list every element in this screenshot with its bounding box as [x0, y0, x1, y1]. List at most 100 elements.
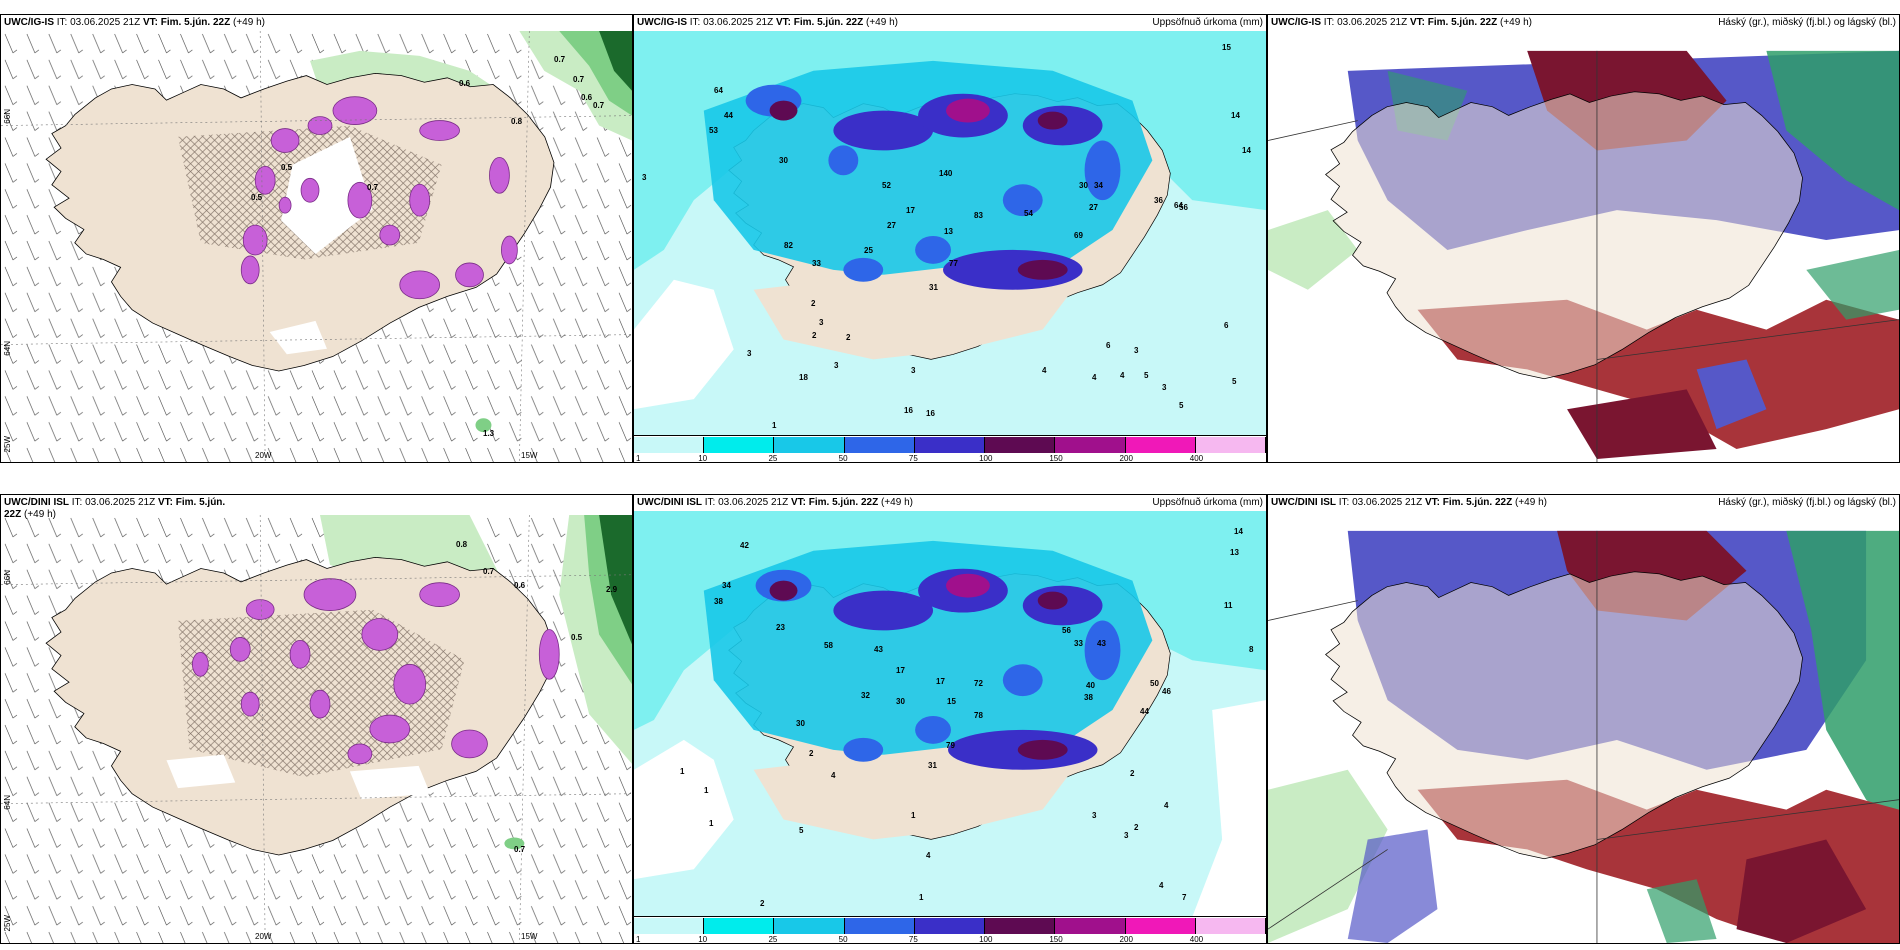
value-label: 34 — [722, 581, 731, 590]
model-name: UWC/DINI ISL — [4, 497, 69, 508]
colorbar-swatch — [914, 437, 986, 453]
value-label: 16 — [904, 406, 913, 415]
value-label: 13 — [1230, 548, 1239, 557]
colorbar-swatch — [985, 918, 1056, 934]
lon-label-15w: 15W — [521, 932, 538, 941]
value-label: 31 — [928, 761, 937, 770]
lat-label-66n: 66N — [3, 570, 12, 585]
colorbar-swatch — [914, 918, 986, 934]
init-time: IT: 03.06.2025 21Z — [71, 497, 156, 508]
init-time: IT: 03.06.2025 21Z — [1323, 17, 1408, 28]
colorbar-tick-label: 1 — [636, 454, 641, 463]
value-label: 6 — [1106, 341, 1111, 350]
panel-bottom-middle: UWC/DINI ISL IT: 03.06.2025 21Z VT: Fim.… — [633, 494, 1267, 944]
field-title: Uppsöfnuð úrkoma (mm) — [1152, 497, 1263, 508]
valid-time: VT: Fim. 5.jún. 22Z — [775, 17, 864, 28]
value-label: 0.6 — [581, 93, 593, 102]
value-label: 46 — [1162, 687, 1171, 696]
value-label: 36 — [1154, 196, 1163, 205]
value-label: 4 — [1042, 366, 1047, 375]
lat-label-66n: 66N — [3, 109, 12, 124]
field-title: Háský (gr.), miðský (fj.bl.) og lágský (… — [1718, 497, 1896, 508]
lon-label-25w: 25W — [3, 436, 12, 453]
value-label: 2 — [760, 899, 765, 908]
value-label: 31 — [929, 283, 938, 292]
value-label: 3 — [1162, 383, 1167, 392]
init-time: IT: 03.06.2025 21Z — [56, 17, 141, 28]
lead-time: (+49 h) — [1515, 497, 1547, 508]
value-label: 140 — [939, 169, 953, 178]
init-time: IT: 03.06.2025 21Z — [704, 497, 789, 508]
colorbar-tick-label: 75 — [908, 454, 918, 463]
panel-header: UWC/DINI ISL IT: 03.06.2025 21Z VT: Fim.… — [1271, 497, 1896, 509]
value-label: 30 — [1079, 181, 1088, 190]
value-label: 15 — [947, 697, 956, 706]
value-label: 0.7 — [554, 55, 566, 64]
value-label: 0.5 — [281, 163, 293, 172]
valid-time: VT: Fim. 5.jún. 22Z — [790, 497, 879, 508]
panel-header: UWC/IG-IS IT: 03.06.2025 21Z VT: Fim. 5.… — [4, 17, 629, 29]
map-cloud-cover — [1268, 511, 1899, 943]
value-label: 0.5 — [571, 633, 583, 642]
value-label: 27 — [887, 221, 896, 230]
value-label: 3 — [747, 349, 752, 358]
model-name: UWC/DINI ISL — [1271, 497, 1336, 508]
value-label: 58 — [824, 641, 833, 650]
value-label: 13 — [944, 227, 953, 236]
value-label: 2 — [812, 331, 817, 340]
colorbar-swatch — [985, 437, 1056, 453]
value-label: 14 — [1242, 146, 1251, 155]
value-label: 72 — [974, 679, 983, 688]
value-label: 11 — [1224, 601, 1233, 610]
value-label: 17 — [906, 206, 915, 215]
value-label: 27 — [1089, 203, 1098, 212]
map-cloud-cover — [1268, 31, 1899, 462]
value-label: 4 — [831, 771, 836, 780]
value-label: 69 — [1074, 231, 1083, 240]
value-label: 2 — [811, 299, 816, 308]
value-label: 0.8 — [511, 117, 523, 126]
panel-header: UWC/DINI ISL IT: 03.06.2025 21Z VT: Fim.… — [4, 497, 244, 521]
value-label: 6 — [1224, 321, 1229, 330]
colorbar-tick-label: 50 — [838, 454, 848, 463]
value-label: 4 — [926, 851, 931, 860]
value-label: 14 — [1234, 527, 1243, 536]
value-label: 0.7 — [514, 845, 526, 854]
value-label: 2.9 — [606, 585, 618, 594]
colorbar-tick-label: 50 — [838, 935, 848, 944]
value-label: 33 — [1074, 639, 1083, 648]
value-label: 43 — [1097, 639, 1106, 648]
panel-bottom-left: UWC/DINI ISL IT: 03.06.2025 21Z VT: Fim.… — [0, 494, 633, 944]
colorbar-swatch — [704, 437, 775, 453]
colorbar-swatch — [1125, 918, 1196, 934]
colorbar-swatch — [634, 437, 705, 453]
value-label: 54 — [1024, 209, 1033, 218]
value-label: 56 — [1062, 626, 1071, 635]
colorbar-swatch — [1055, 437, 1126, 453]
value-label: 43 — [874, 645, 883, 654]
value-label: 3 — [1134, 346, 1139, 355]
value-label: 30 — [796, 719, 805, 728]
value-label: 2 — [1130, 769, 1135, 778]
colorbar-tick-label: 150 — [1049, 935, 1063, 944]
value-label: 1 — [704, 786, 709, 795]
precip-colorbar: 1 10 25 50 75 100 150 200 400 — [634, 435, 1266, 462]
colorbar-tick-label: 75 — [908, 935, 918, 944]
value-label: 64 — [714, 86, 723, 95]
lon-label-25w: 25W — [3, 915, 12, 932]
lon-label-20w: 20W — [255, 932, 272, 941]
lead-time: (+49 h) — [233, 17, 265, 28]
value-label: 0.8 — [456, 540, 468, 549]
value-label: 1 — [709, 819, 714, 828]
value-label: 79 — [946, 741, 955, 750]
colorbar-swatch — [634, 918, 705, 934]
colorbar-tick-label: 100 — [979, 935, 993, 944]
colorbar-tick-label: 150 — [1049, 454, 1063, 463]
value-label: 5 — [1179, 401, 1184, 410]
model-name: UWC/IG-IS — [1271, 17, 1321, 28]
lat-label-64n: 64N — [3, 795, 12, 810]
colorbar-tick-label: 400 — [1189, 935, 1204, 944]
colorbar-tick-label: 10 — [698, 454, 708, 463]
value-label: 0.5 — [251, 193, 263, 202]
value-label: 38 — [714, 597, 723, 606]
